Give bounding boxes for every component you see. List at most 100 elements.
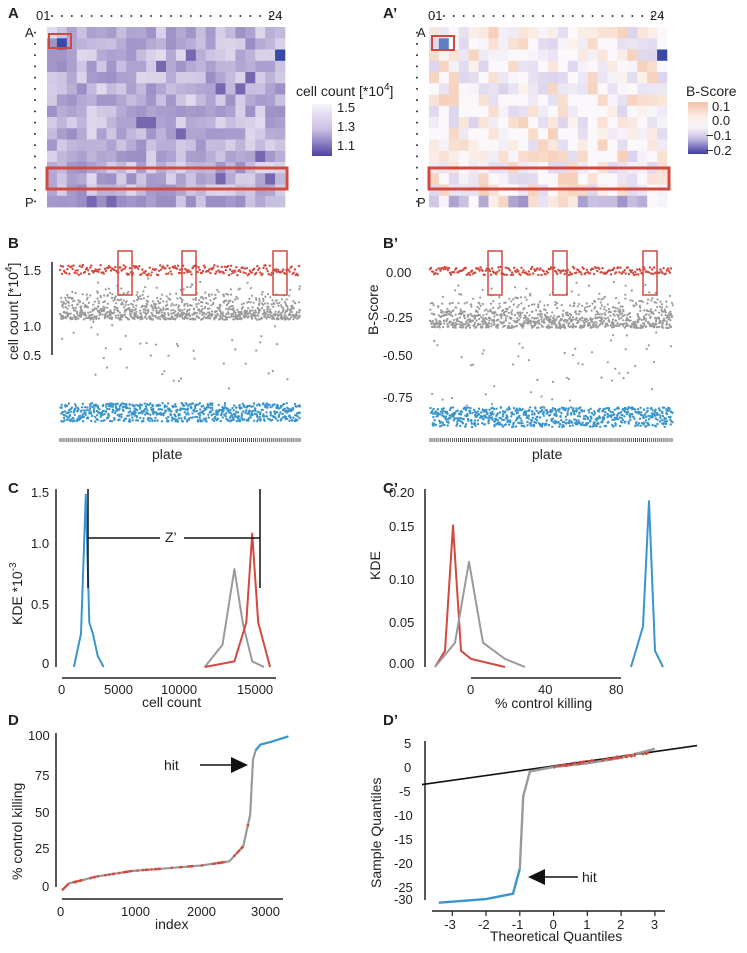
sample-point (627, 319, 631, 322)
sample-point (556, 306, 559, 309)
negative-control-point (63, 414, 67, 417)
negative-control-point (66, 418, 69, 421)
positive-control-point (658, 271, 661, 274)
positive-control-point (667, 269, 670, 272)
sample-point (197, 302, 200, 305)
negative-control-point (596, 417, 599, 420)
negative-control-point (252, 402, 256, 405)
heatmap-cell (548, 105, 559, 118)
panel-label-a-prime: A’ (383, 5, 397, 22)
positive-control-point (68, 272, 71, 275)
negative-control-point (575, 407, 578, 410)
sample-point (292, 300, 295, 303)
positive-control-point (77, 273, 81, 277)
sample-point (519, 296, 523, 299)
heatmap-cell (627, 139, 638, 152)
negative-control-point (558, 425, 561, 428)
negative-control-point (647, 423, 650, 427)
sample-point (217, 290, 220, 293)
sample-point (609, 314, 612, 317)
axis-dot (140, 15, 143, 17)
positive-control-point (143, 271, 146, 275)
positive-control-point (517, 270, 520, 273)
sample-point (643, 309, 646, 312)
sample-point (238, 287, 241, 290)
positive-control-point (144, 269, 147, 273)
heatmap-cell (587, 128, 598, 140)
positive-control-point (529, 267, 533, 271)
heatmap-cell (607, 38, 618, 50)
negative-control-point (146, 409, 149, 412)
positive-control-point (634, 270, 637, 274)
negative-control-point (473, 421, 476, 425)
sample-point (141, 293, 144, 296)
heatmap-cell (557, 128, 569, 140)
sample-point (125, 366, 128, 369)
sample-point (109, 314, 112, 317)
positive-control-point (281, 270, 284, 273)
heatmap-cell (225, 195, 236, 208)
sample-point (614, 310, 617, 313)
sample-point (459, 326, 462, 329)
heatmap-cell (47, 72, 58, 84)
negative-control-point (150, 418, 153, 421)
sample-point (574, 311, 577, 314)
sample-point (140, 316, 143, 319)
sample-point (503, 314, 507, 317)
sample-point (449, 321, 452, 324)
negative-control-point (186, 411, 189, 414)
sample-point (127, 303, 130, 306)
sample-point (451, 326, 454, 329)
negative-control-point (646, 407, 649, 410)
legend-a-prime-tick-3: −0.1 (706, 128, 732, 143)
sample-point (659, 300, 662, 303)
negative-control-point (209, 402, 212, 405)
heatmap-cell (498, 38, 509, 50)
sample-point (464, 326, 467, 329)
sample-point (124, 301, 127, 304)
negative-control-point (178, 413, 182, 416)
positive-control-point (623, 268, 626, 272)
heatmap-cell (468, 128, 479, 140)
heatmap-cell (126, 27, 137, 39)
positive-control-point (584, 271, 587, 275)
heatmap-cell (478, 105, 489, 118)
axis-dot (60, 15, 63, 17)
positive-control-point (579, 270, 582, 274)
heatmap-cell (498, 94, 509, 107)
positive-control-point (261, 272, 264, 276)
heatmap-cell (508, 117, 519, 129)
heatmap-cell (528, 27, 539, 39)
positive-control-point (439, 269, 442, 272)
sample-point (266, 310, 269, 313)
positive-control-point (235, 266, 238, 269)
sample-point (563, 351, 566, 355)
sample-point (144, 315, 147, 318)
sample-point (170, 315, 174, 318)
sample-point (500, 316, 503, 319)
sample-point (478, 307, 481, 310)
negative-control-point (663, 425, 666, 429)
sample-point (655, 301, 658, 304)
negative-control-point (269, 414, 272, 417)
heatmap-cell (548, 49, 559, 62)
negative-control-point (146, 418, 150, 421)
sample-point (258, 300, 261, 303)
sample-point (626, 371, 629, 374)
negative-control-point (473, 419, 476, 422)
positive-control-point (474, 271, 477, 274)
sample-point (198, 312, 201, 315)
positive-control-point (104, 269, 108, 273)
heatmap-cell (458, 117, 469, 129)
sample-point (539, 315, 542, 318)
heatmap-cell (185, 195, 196, 208)
sample-point (283, 313, 286, 316)
sample-point (97, 302, 100, 305)
sample-point (636, 326, 640, 330)
heatmap-cell (478, 49, 489, 62)
sample-point (211, 313, 214, 316)
heatmap-cell (56, 49, 68, 62)
heatmap-cell (438, 94, 450, 107)
positive-control-point (484, 269, 487, 272)
heatmap-cell (488, 173, 499, 185)
